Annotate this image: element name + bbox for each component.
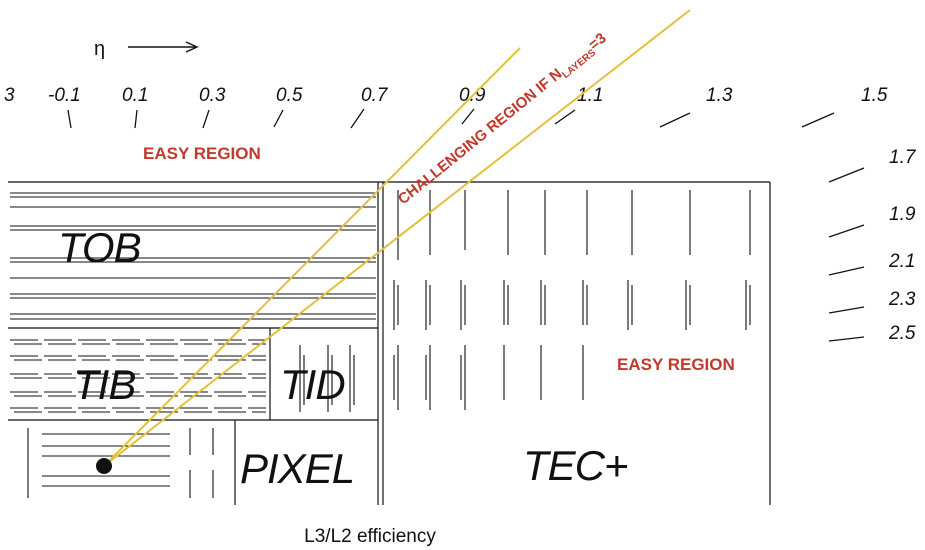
eta-label: 0.1 (122, 85, 148, 106)
pixel-label: PIXEL (240, 445, 354, 492)
eta-ticks (67, 108, 865, 342)
eta-label: 0.7 (361, 85, 389, 106)
eta-label: -0.1 (48, 85, 81, 106)
tec-label: TEC+ (523, 442, 628, 489)
eta-label: 2.3 (888, 289, 916, 310)
challenging-region-lines (103, 9, 691, 467)
tib-layers (10, 339, 266, 413)
easy-region-tec-label: EASY REGION (617, 355, 735, 374)
eta-labels: 3 -0.1 0.1 0.3 0.5 0.7 0.9 1.1 1.3 1.5 1… (4, 85, 917, 344)
eta-symbol: η (94, 38, 105, 60)
eta-label: 0.5 (276, 85, 303, 106)
pixel-layers (27, 428, 214, 498)
eta-label: 3 (4, 85, 15, 106)
eta-label: 1.7 (889, 147, 917, 168)
tid-discs (299, 345, 355, 412)
eta-label: 1.3 (706, 85, 733, 106)
challenging-region-sub: LAYERS (560, 47, 598, 81)
eta-label: 0.3 (199, 85, 226, 106)
eta-arrow-icon (128, 41, 199, 53)
detector-outline (8, 181, 771, 505)
eta-label: 2.5 (888, 323, 916, 344)
easy-region-top-label: EASY REGION (143, 144, 261, 163)
tob-label: TOB (58, 224, 141, 271)
eta-label: 1.9 (889, 204, 916, 225)
interaction-point (96, 458, 112, 474)
challenging-region-tail: =3 (586, 30, 610, 54)
tob-layers (10, 192, 376, 320)
figure-caption: L3/L2 efficiency (304, 526, 436, 547)
eta-label: 1.1 (577, 85, 603, 106)
eta-label: 1.5 (861, 85, 888, 106)
tid-label: TID (280, 361, 345, 408)
tib-label: TIB (73, 361, 135, 408)
eta-label: 2.1 (888, 251, 915, 272)
challenging-region-label: CHALLENGING REGION IF NLAYERS=3 (395, 30, 612, 211)
tec-discs (393, 190, 751, 410)
